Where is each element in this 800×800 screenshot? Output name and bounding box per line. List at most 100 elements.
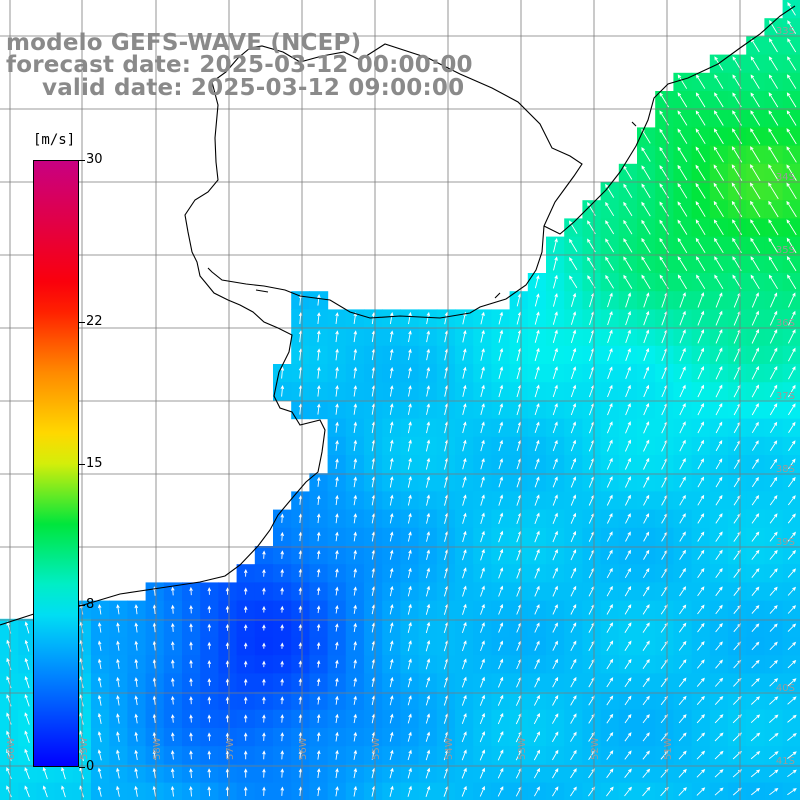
wind-arrow [134, 622, 139, 633]
wind-arrow [624, 677, 632, 688]
longitude-labels: 60W 59W 58W 57W 56W 55W 54W 53W 52W 51W [6, 737, 674, 760]
wind-arrow [353, 513, 358, 524]
wind-arrow [678, 714, 687, 724]
wind-arrow [534, 476, 540, 488]
wind-arrow [570, 549, 577, 561]
wind-arrow [679, 421, 686, 434]
wind-arrow [207, 768, 211, 778]
wind-arrow [569, 256, 578, 271]
wind-arrow [407, 640, 412, 652]
wind-arrow [607, 402, 613, 416]
wind-arrow [461, 676, 467, 688]
wind-arrows [6, 2, 797, 798]
wind-arrow [353, 659, 357, 669]
wind-arrow [317, 384, 321, 397]
wind-arrow [570, 384, 577, 398]
wind-arrow [298, 513, 303, 524]
wind-arrow [625, 531, 631, 542]
wind-arrow [643, 384, 650, 398]
wind-speed-cell [782, 18, 800, 37]
wind-arrow [498, 348, 504, 361]
wind-arrow [788, 347, 796, 362]
wind-arrow [695, 146, 706, 163]
wind-arrow [407, 439, 412, 452]
wind-arrow [678, 750, 687, 760]
wind-speed-cell [782, 109, 800, 128]
wind-arrow [769, 641, 778, 651]
wind-arrow [697, 421, 704, 434]
wind-arrow [243, 624, 248, 631]
wind-arrow [679, 604, 687, 615]
wind-arrow [607, 311, 613, 326]
wind-arrow [569, 238, 578, 253]
wind-arrow [624, 713, 632, 724]
wind-arrow [751, 310, 759, 326]
wind-arrow [444, 384, 449, 397]
wind-arrow [480, 622, 485, 633]
wind-arrow [606, 549, 613, 560]
wind-arrow [714, 695, 724, 706]
wind-arrow [642, 640, 650, 652]
wind-arrow [696, 768, 706, 778]
wind-arrow [715, 365, 723, 380]
wind-arrow [642, 622, 650, 633]
wind-arrow [697, 329, 705, 344]
wind-arrow [280, 678, 284, 686]
wind-arrow [770, 458, 778, 469]
wind-arrow [769, 714, 779, 723]
wind-arrow [786, 92, 797, 108]
wind-arrow [788, 440, 796, 451]
wind-arrow [679, 531, 686, 542]
wind-arrow [335, 384, 339, 397]
wind-arrow [389, 457, 394, 470]
wind-arrow [714, 677, 724, 687]
wind-arrow [552, 421, 558, 434]
wind-arrow [751, 476, 759, 488]
wind-arrow [262, 568, 266, 577]
wind-arrow [623, 238, 633, 253]
wind-arrow [243, 587, 248, 595]
wind-arrow [353, 549, 357, 560]
wind-arrow [606, 658, 614, 670]
wind-arrow [695, 74, 706, 89]
wind-arrow [335, 731, 339, 742]
wind-arrow [298, 550, 303, 560]
wind-arrow [371, 695, 376, 706]
wind-arrow [225, 642, 230, 650]
wind-arrow [425, 695, 431, 706]
wind-arrow [678, 677, 687, 687]
wind-arrow [480, 348, 485, 361]
wind-arrow [189, 768, 193, 778]
wind-arrow [643, 292, 650, 308]
wind-arrow [625, 421, 631, 434]
wind-arrow [316, 786, 321, 797]
wind-arrow [679, 347, 686, 362]
wind-arrow [570, 622, 577, 633]
colorbar-unit: [m/s] [33, 132, 76, 148]
wind-arrow [751, 677, 760, 687]
wind-arrow [769, 586, 778, 596]
wind-arrow [643, 549, 650, 560]
wind-arrow [697, 586, 705, 597]
wind-arrow [570, 676, 577, 688]
wind-arrow [768, 128, 779, 145]
wind-arrow [679, 402, 686, 416]
wind-arrow [408, 385, 412, 397]
wind-arrow [569, 275, 578, 289]
wind-arrow [498, 567, 504, 579]
wind-arrow [751, 787, 761, 796]
wind-arrow [462, 476, 467, 488]
wind-arrow [243, 605, 248, 613]
wind-arrow [607, 348, 613, 361]
wind-arrow [768, 256, 779, 272]
wind-arrow [750, 74, 760, 89]
wind-arrow [713, 164, 724, 181]
wind-arrow [642, 695, 650, 706]
wind-arrow [207, 732, 212, 741]
wind-arrow [353, 622, 357, 633]
wind-arrow [677, 92, 688, 108]
wind-arrow [170, 659, 175, 669]
colorbar-tick-mark [79, 160, 85, 161]
